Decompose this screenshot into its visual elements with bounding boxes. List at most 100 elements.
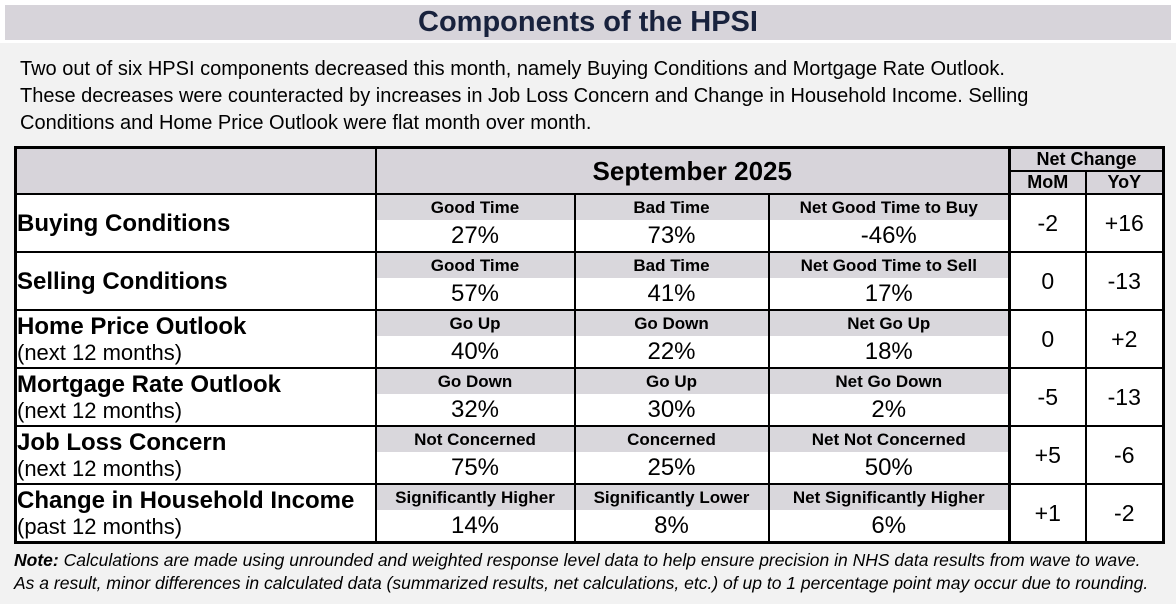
measure-label: Net Go Down xyxy=(770,370,1008,394)
table-row-home-price-outlook: Home Price Outlook (next 12 months) Go U… xyxy=(14,309,1165,369)
measure-cell: Go Up 40% xyxy=(374,309,576,369)
component-cell: Job Loss Concern (next 12 months) xyxy=(14,425,377,485)
table-row-selling-conditions: Selling Conditions Good Time 57% Bad Tim… xyxy=(14,251,1165,311)
table-row-buying-conditions: Buying Conditions Good Time 27% Bad Time… xyxy=(14,193,1165,253)
measure-cell: Net Significantly Higher 6% xyxy=(767,483,1011,544)
measure-value: -46% xyxy=(860,221,917,249)
measure-cell: Go Up 30% xyxy=(573,367,770,427)
component-cell: Mortgage Rate Outlook (next 12 months) xyxy=(14,367,377,427)
title-bar: Components of the HPSI xyxy=(5,5,1171,40)
measure-value: 41% xyxy=(647,279,696,307)
component-subtitle: (next 12 months) xyxy=(17,398,183,423)
mom-value: +5 xyxy=(1008,425,1087,485)
yoy-value: -13 xyxy=(1084,251,1165,311)
measure-value: 32% xyxy=(450,395,500,423)
mom-value: 0 xyxy=(1008,309,1087,369)
measure-label: Go Down xyxy=(576,312,767,336)
measure-value: 22% xyxy=(647,337,696,365)
intro-line: These decreases were counteracted by inc… xyxy=(20,85,1029,107)
intro-paragraph: Two out of six HPSI components decreased… xyxy=(0,43,1176,137)
yoy-value: +2 xyxy=(1084,309,1165,369)
footnotes: Note: Calculations are made using unroun… xyxy=(14,549,1162,595)
intro-line: Two out of six HPSI components decreased… xyxy=(20,58,1005,80)
measure-cell: Not Concerned 75% xyxy=(374,425,576,485)
component-subtitle: (next 12 months) xyxy=(17,340,183,365)
measure-label: Concerned xyxy=(576,428,767,452)
component-cell: Change in Household Income (past 12 mont… xyxy=(14,483,377,544)
component-cell: Buying Conditions xyxy=(14,193,377,253)
measure-value: 6% xyxy=(871,511,907,539)
measure-cell: Net Good Time to Sell 17% xyxy=(767,251,1011,311)
footnote-text-2: As a result, minor differences in calcul… xyxy=(14,573,1149,593)
measure-cell: Bad Time 73% xyxy=(573,193,770,253)
mom-value: 0 xyxy=(1008,251,1087,311)
measure-value: 25% xyxy=(647,453,696,481)
measure-value: 30% xyxy=(647,395,696,423)
footnote-line-2: As a result, minor differences in calcul… xyxy=(14,572,1162,595)
content-area: Two out of six HPSI components decreased… xyxy=(0,43,1176,604)
measure-label: Not Concerned xyxy=(377,428,573,452)
corner-cell xyxy=(14,146,377,195)
component-name: Mortgage Rate Outlook xyxy=(17,371,282,398)
measure-cell: Bad Time 41% xyxy=(573,251,770,311)
measure-cell: Good Time 57% xyxy=(374,251,576,311)
measure-cell: Net Go Down 2% xyxy=(767,367,1011,427)
yoy-header: YoY xyxy=(1084,170,1165,195)
measure-cell: Concerned 25% xyxy=(573,425,770,485)
header-row: September 2025 Net Change xyxy=(14,146,1165,195)
measure-value: 27% xyxy=(450,221,500,249)
measure-value: 17% xyxy=(864,279,913,307)
measure-value: 18% xyxy=(864,337,913,365)
component-name: Job Loss Concern xyxy=(17,429,227,456)
mom-value: -5 xyxy=(1008,367,1087,427)
yoy-value: -13 xyxy=(1084,367,1165,427)
component-cell: Home Price Outlook (next 12 months) xyxy=(14,309,377,369)
measure-label: Go Down xyxy=(377,370,573,394)
hpsi-components-table: September 2025 Net Change MoM YoY Buying… xyxy=(14,146,1166,544)
mom-header: MoM xyxy=(1008,170,1087,195)
measure-label: Good Time xyxy=(377,254,573,278)
subheader-row: MoM YoY xyxy=(16,170,1165,195)
yoy-value: +16 xyxy=(1084,193,1165,253)
measure-value: 40% xyxy=(450,337,500,365)
footnote-text-1: Calculations are made using unrounded an… xyxy=(63,550,1141,570)
measure-value: 50% xyxy=(864,453,913,481)
measure-label: Net Good Time to Sell xyxy=(770,254,1008,278)
measure-value: 57% xyxy=(450,279,500,307)
page-title: Components of the HPSI xyxy=(418,6,758,38)
measure-value: 14% xyxy=(450,511,500,539)
mom-value: +1 xyxy=(1008,483,1087,544)
measure-cell: Significantly Higher 14% xyxy=(374,483,576,544)
component-name: Change in Household Income xyxy=(17,487,355,514)
table-row-job-loss-concern: Job Loss Concern (next 12 months) Not Co… xyxy=(14,425,1165,485)
measure-label: Go Up xyxy=(576,370,767,394)
footnote-label: Note: xyxy=(14,550,59,570)
measure-cell: Good Time 27% xyxy=(374,193,576,253)
component-name: Home Price Outlook xyxy=(17,313,247,340)
component-subtitle: (past 12 months) xyxy=(17,514,183,539)
component-name: Selling Conditions xyxy=(17,267,228,295)
measure-cell: Net Not Concerned 50% xyxy=(767,425,1011,485)
measure-cell: Go Down 32% xyxy=(374,367,576,427)
measure-label: Significantly Higher xyxy=(377,485,573,510)
measure-value: 75% xyxy=(450,453,500,481)
table-row-mortgage-rate-outlook: Mortgage Rate Outlook (next 12 months) G… xyxy=(14,367,1165,427)
measure-label: Good Time xyxy=(377,196,573,220)
measure-label: Bad Time xyxy=(576,254,767,278)
component-subtitle: (next 12 months) xyxy=(17,456,183,481)
measure-value: 73% xyxy=(647,221,696,249)
measure-cell: Go Down 22% xyxy=(573,309,770,369)
yoy-value: -6 xyxy=(1084,425,1165,485)
intro-line: Conditions and Home Price Outlook were f… xyxy=(20,112,592,134)
measure-label: Go Up xyxy=(377,312,573,336)
component-cell: Selling Conditions xyxy=(14,251,377,311)
measure-cell: Significantly Lower 8% xyxy=(573,483,770,544)
measure-cell: Net Go Up 18% xyxy=(767,309,1011,369)
measure-value: 8% xyxy=(654,511,689,539)
measure-label: Net Go Up xyxy=(770,312,1008,336)
measure-label: Bad Time xyxy=(576,196,767,220)
yoy-value: -2 xyxy=(1084,483,1165,544)
measure-label: Net Significantly Higher xyxy=(770,485,1008,510)
footnote-line-1: Note: Calculations are made using unroun… xyxy=(14,549,1162,572)
